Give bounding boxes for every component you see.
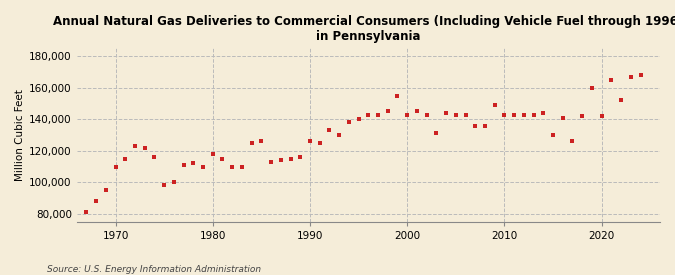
Point bbox=[421, 112, 432, 117]
Point bbox=[596, 114, 607, 118]
Point bbox=[101, 188, 111, 192]
Y-axis label: Million Cubic Feet: Million Cubic Feet bbox=[15, 89, 25, 181]
Point bbox=[587, 86, 597, 90]
Point bbox=[217, 156, 228, 161]
Point bbox=[178, 163, 189, 167]
Point bbox=[373, 112, 383, 117]
Point bbox=[616, 98, 626, 103]
Point bbox=[120, 156, 131, 161]
Point bbox=[558, 116, 568, 120]
Point bbox=[431, 131, 441, 136]
Point bbox=[529, 112, 539, 117]
Point bbox=[149, 155, 160, 159]
Point bbox=[227, 164, 238, 169]
Point bbox=[547, 133, 558, 137]
Point bbox=[295, 155, 306, 159]
Point bbox=[333, 133, 344, 137]
Point bbox=[188, 161, 198, 166]
Point bbox=[626, 75, 637, 79]
Point bbox=[110, 164, 121, 169]
Point bbox=[363, 112, 374, 117]
Point bbox=[285, 156, 296, 161]
Point bbox=[315, 141, 325, 145]
Point bbox=[577, 114, 588, 118]
Text: Source: U.S. Energy Information Administration: Source: U.S. Energy Information Administ… bbox=[47, 265, 261, 274]
Point bbox=[635, 73, 646, 77]
Point bbox=[207, 152, 218, 156]
Point bbox=[236, 164, 247, 169]
Point bbox=[159, 183, 169, 188]
Point bbox=[412, 109, 423, 114]
Point bbox=[392, 94, 403, 98]
Point bbox=[198, 164, 209, 169]
Point bbox=[324, 128, 335, 133]
Point bbox=[169, 180, 180, 185]
Point bbox=[509, 112, 520, 117]
Point bbox=[130, 144, 140, 148]
Point bbox=[450, 112, 461, 117]
Point bbox=[246, 141, 257, 145]
Point bbox=[402, 112, 412, 117]
Point bbox=[460, 112, 471, 117]
Point bbox=[81, 210, 92, 214]
Point bbox=[567, 139, 578, 144]
Point bbox=[90, 199, 101, 204]
Point bbox=[606, 78, 617, 82]
Point bbox=[275, 158, 286, 163]
Point bbox=[480, 123, 491, 128]
Point bbox=[304, 139, 315, 144]
Point bbox=[538, 111, 549, 115]
Point bbox=[344, 120, 354, 125]
Point bbox=[518, 112, 529, 117]
Point bbox=[441, 111, 452, 115]
Point bbox=[353, 117, 364, 122]
Point bbox=[499, 112, 510, 117]
Point bbox=[382, 109, 393, 114]
Point bbox=[139, 145, 150, 150]
Point bbox=[470, 123, 481, 128]
Point bbox=[489, 103, 500, 107]
Point bbox=[266, 160, 277, 164]
Title: Annual Natural Gas Deliveries to Commercial Consumers (Including Vehicle Fuel th: Annual Natural Gas Deliveries to Commerc… bbox=[53, 15, 675, 43]
Point bbox=[256, 139, 267, 144]
